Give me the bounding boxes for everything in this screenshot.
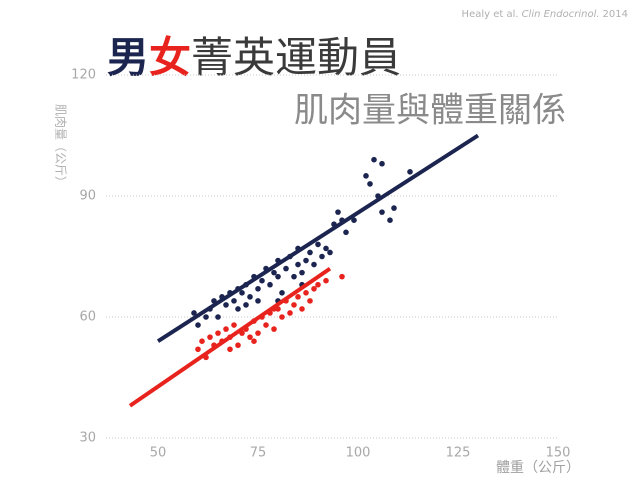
point [323,277,329,284]
point [287,310,293,316]
chart-subtitle: 肌肉量與體重關係 [294,91,566,131]
point [311,285,317,292]
point [379,209,385,215]
point [279,314,285,320]
point [299,306,305,312]
point [283,265,289,272]
chart-title: 男女菁英運動員 [107,33,401,82]
y-tick-label: 30 [79,431,96,446]
point [315,281,321,288]
point [271,269,277,276]
point [255,285,261,292]
point [195,322,201,328]
point [363,173,369,179]
y-tick-label: 120 [71,68,96,83]
point [215,330,221,336]
point [235,306,241,312]
point [251,338,257,345]
point [315,241,321,248]
point [271,326,277,332]
point [239,290,245,296]
point [371,156,377,163]
point [199,338,205,345]
point [327,249,333,256]
point [231,298,237,304]
point [255,298,261,304]
y-tick-label: 90 [79,189,96,204]
x-tick-label: 125 [446,446,471,461]
point [319,253,325,260]
point [387,217,393,223]
point [255,330,261,336]
y-axis-label: 肌肉量（公斤） [54,104,68,188]
point [407,169,413,175]
point [247,294,253,300]
point [243,302,249,308]
point [291,302,297,308]
point [307,249,313,256]
citation-year: 2014 [603,9,628,20]
point [299,269,305,276]
fit-line [156,133,480,343]
point [231,322,237,328]
point [291,273,297,280]
citation-journal: Clin Endocrinol. [522,9,600,20]
y-tick-label: 60 [79,310,96,325]
point [223,302,229,308]
point [263,322,269,328]
title-part: 女 [149,33,191,82]
point [323,245,329,252]
point [227,346,233,353]
point [195,346,201,353]
point [207,334,213,340]
point [247,334,253,340]
point [379,160,385,167]
x-tick-label: 100 [346,446,371,461]
point [351,217,357,223]
point [367,181,373,187]
citation-authors: Healy et al. [462,9,519,20]
point [279,290,285,296]
point [295,261,301,268]
x-tick-label: 150 [546,446,571,461]
point [295,294,301,300]
x-tick-label: 50 [150,446,167,461]
point [303,257,309,264]
point [215,314,221,320]
citation: Healy et al. Clin Endocrinol. 2014 [462,9,628,20]
title-part: 菁英運動員 [191,33,401,82]
point [267,281,273,288]
point [191,310,197,316]
point [391,205,397,211]
fit-line [128,266,332,408]
point [259,277,265,284]
point [343,229,349,236]
point [303,290,309,296]
point [235,342,241,349]
point [339,273,345,280]
x-tick-label: 75 [250,446,267,461]
point [223,326,229,332]
point [307,298,313,304]
point [335,209,341,215]
title-part: 男 [107,33,149,82]
point [275,273,281,280]
point [311,261,317,268]
x-axis-label: 體重（公斤） [496,460,580,476]
point [203,314,209,320]
